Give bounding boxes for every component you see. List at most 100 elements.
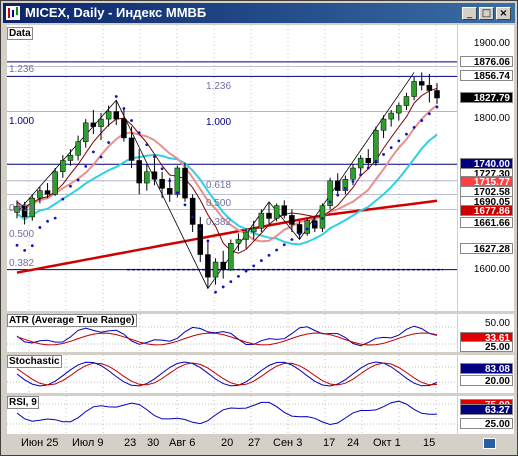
ma-fast-line <box>16 87 438 254</box>
sar-dot <box>282 243 286 247</box>
sar-dot <box>435 105 439 109</box>
candle <box>29 194 36 221</box>
close-button[interactable]: × <box>496 7 511 20</box>
minimize-button[interactable]: _ <box>462 7 477 20</box>
sar-dot <box>427 112 431 116</box>
price-tick: 1600.00 <box>473 263 510 275</box>
sar-dot <box>275 248 279 252</box>
sar-dot <box>53 216 57 220</box>
time-label: Июл 9 <box>72 437 104 449</box>
candle <box>82 119 89 148</box>
sar-dot <box>313 222 317 226</box>
fib-right-label: 0.618 <box>206 180 232 191</box>
price-badge: 1827.79 <box>460 92 513 104</box>
indicator-line <box>16 332 438 346</box>
candle-body <box>189 197 196 225</box>
title-bar[interactable]: MICEX, Daily - Индекс ММВБ _ □ × <box>3 3 515 23</box>
sar-dot <box>328 200 332 204</box>
fib-right-label: 0.382 <box>206 217 232 228</box>
sar-dot <box>237 274 240 278</box>
ma-long-line <box>16 199 438 274</box>
sar-dot <box>183 203 187 207</box>
candle-body <box>334 180 341 191</box>
candle-body <box>144 171 150 184</box>
stochastic-scale[interactable] <box>458 355 514 393</box>
candle-body <box>151 171 158 180</box>
candle <box>281 200 288 219</box>
candle-body <box>220 261 226 270</box>
candle-body <box>98 118 104 127</box>
indicator-badge: 63.27 <box>460 404 513 416</box>
candle-body <box>388 112 394 120</box>
candle <box>418 72 425 91</box>
chart-settings-icon[interactable] <box>483 438 496 449</box>
indicator-badge: 25.00 <box>460 418 513 430</box>
candle <box>243 228 249 249</box>
candle <box>235 233 242 251</box>
sar-dot <box>99 155 103 159</box>
rsi-panel[interactable] <box>7 396 457 434</box>
sar-dot <box>290 238 294 241</box>
time-axis[interactable]: Июн 25 Июл 9 23 30 Авг 6 20 27 Сен 3 17 24 Окт 1 15 <box>7 436 457 450</box>
price-panel[interactable] <box>7 25 457 311</box>
sar-dot <box>198 227 202 231</box>
candle-body <box>266 212 272 219</box>
candle-body <box>281 205 288 216</box>
maximize-icon: □ <box>481 8 492 19</box>
candle <box>396 102 402 121</box>
time-label: Окт 1 <box>373 437 401 449</box>
candle <box>113 100 120 126</box>
candle <box>144 164 150 191</box>
maximize-button[interactable]: □ <box>479 7 494 20</box>
time-label: Авг 6 <box>169 437 196 449</box>
sar-dot <box>76 178 80 182</box>
candle <box>411 76 417 101</box>
candle-body <box>37 190 43 199</box>
sar-dot <box>69 184 72 188</box>
sar-dot <box>15 243 19 247</box>
price-badge: 1661.66 <box>460 217 513 229</box>
sar-dot <box>389 146 393 150</box>
candle <box>228 239 234 272</box>
time-label: 17 <box>323 437 336 449</box>
candle-body <box>342 179 349 191</box>
candle-body <box>21 206 28 218</box>
sar-dot <box>84 164 88 168</box>
sar-dot <box>374 159 378 163</box>
candle-body <box>113 111 120 120</box>
candle-body <box>296 224 303 234</box>
candle-body <box>250 227 257 233</box>
sar-dot <box>343 186 347 190</box>
fib-left-label: 0.618 <box>9 203 35 214</box>
sar-dot <box>114 95 118 98</box>
candle <box>52 168 58 196</box>
candle <box>182 162 188 202</box>
candle-body <box>75 141 81 156</box>
sar-dot <box>267 253 271 257</box>
sar-dot <box>221 285 225 289</box>
candle <box>105 105 112 127</box>
candle <box>151 158 158 186</box>
candle-body <box>212 261 219 278</box>
sar-dot <box>382 153 385 156</box>
price-chart <box>7 25 457 311</box>
candle-body <box>29 197 36 218</box>
candle-body <box>418 81 425 86</box>
stochastic-panel[interactable] <box>7 355 457 393</box>
fib-right-label: 1.000 <box>206 117 232 128</box>
sar-dot <box>405 132 408 136</box>
sar-dot <box>38 226 42 229</box>
time-label: 27 <box>248 437 261 449</box>
sar-dot <box>397 139 401 143</box>
fib-right-label: 0.500 <box>206 198 232 209</box>
sar-dot <box>321 217 324 220</box>
candle-body <box>197 224 204 255</box>
sar-dot <box>351 180 355 183</box>
sar-dot <box>122 107 126 110</box>
candle-body <box>357 157 364 169</box>
candle <box>128 126 135 168</box>
candle <box>304 218 310 236</box>
sar-dot <box>244 269 248 273</box>
candle-body <box>273 205 280 219</box>
candle-body <box>327 180 333 206</box>
